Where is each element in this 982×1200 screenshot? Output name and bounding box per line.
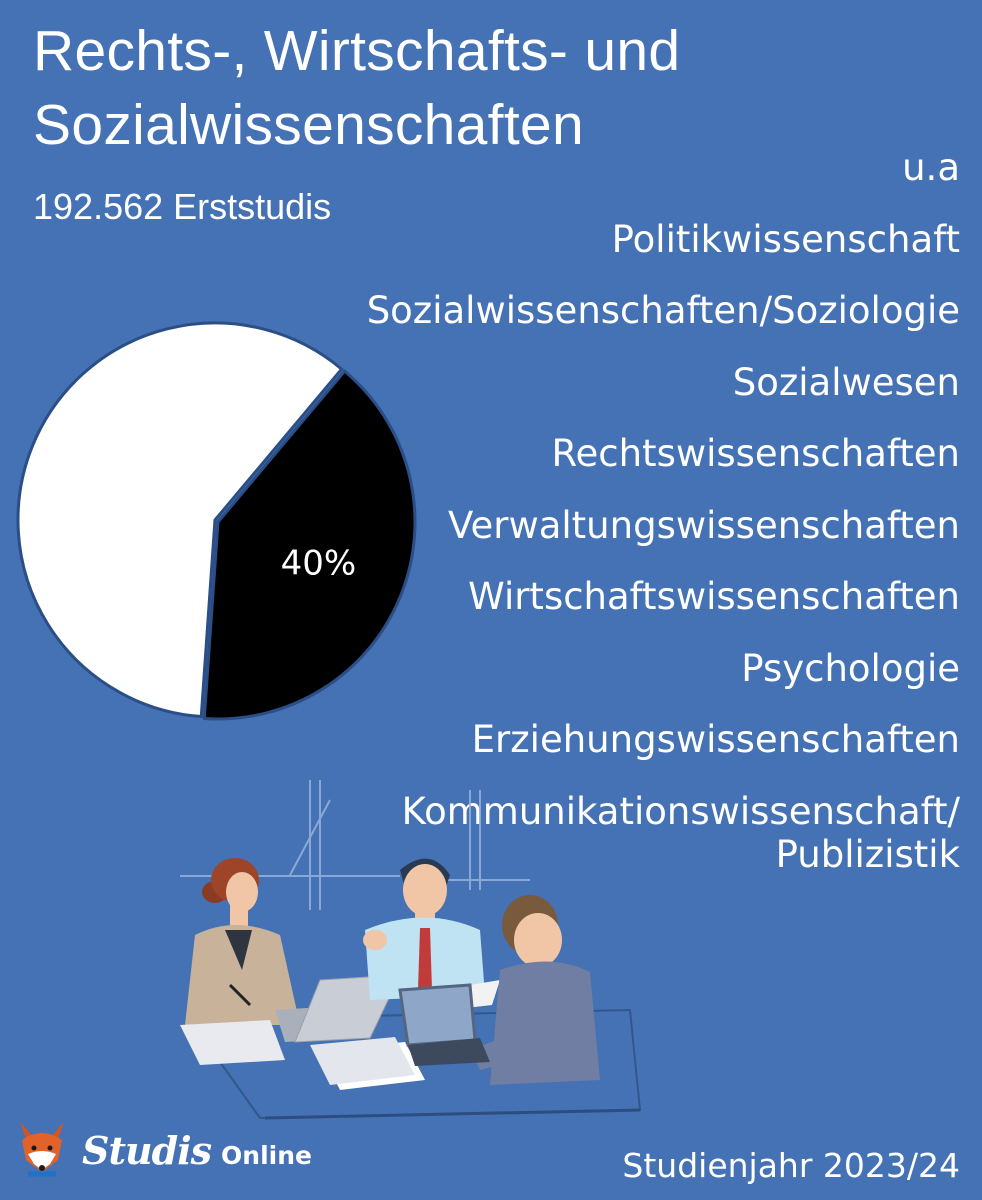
field-item: Rechtswissenschaften [551, 432, 960, 475]
subtitle: 192.562 Erststudis [33, 186, 332, 227]
title-line-2: Sozialwissenschaften [33, 93, 584, 157]
pie-chart: 40% [16, 321, 417, 721]
field-item: Kommunikationswissenschaft/ Publizistik [401, 789, 960, 876]
logo-wordmark: Studis [82, 1127, 212, 1173]
woman-icon [180, 858, 300, 1065]
man-center-icon [363, 858, 500, 1008]
laptop-icon-2 [398, 983, 490, 1066]
meeting-illustration [180, 780, 642, 1120]
field-item: Sozialwissenschaften/Soziologie [366, 289, 960, 332]
title-line-1: Rechts-, Wirtschafts- und [33, 19, 681, 83]
fox-icon [20, 1122, 64, 1177]
studis-online-logo: Studis Online [14, 1120, 312, 1180]
field-item: Sozialwesen [732, 360, 960, 404]
logo-subtext: Online [221, 1140, 312, 1170]
pie-slices [16, 321, 417, 721]
pie-slice [16, 321, 344, 719]
field-item: u.a [902, 146, 960, 189]
field-item: Psychologie [741, 646, 960, 690]
field-item: Verwaltungswissenschaften [448, 503, 960, 547]
pie-slice-label-40: 40% [281, 544, 357, 584]
pie-slice [202, 368, 417, 721]
field-list: u.a Politikwissenschaft Sozialwissenschaft… [367, 146, 960, 904]
field-item: Wirtschaftswissenschaften [468, 575, 960, 618]
field-item: Erziehungswissenschaften [471, 718, 960, 761]
footer-year: Studienjahr 2023/24 [622, 1146, 960, 1185]
man-right-icon [470, 895, 600, 1085]
field-item: Politikwissenschaft [611, 217, 960, 261]
page-title: Rechts-, Wirtschafts- und Sozialwissensc… [33, 14, 680, 162]
papers-icon [310, 1037, 425, 1090]
